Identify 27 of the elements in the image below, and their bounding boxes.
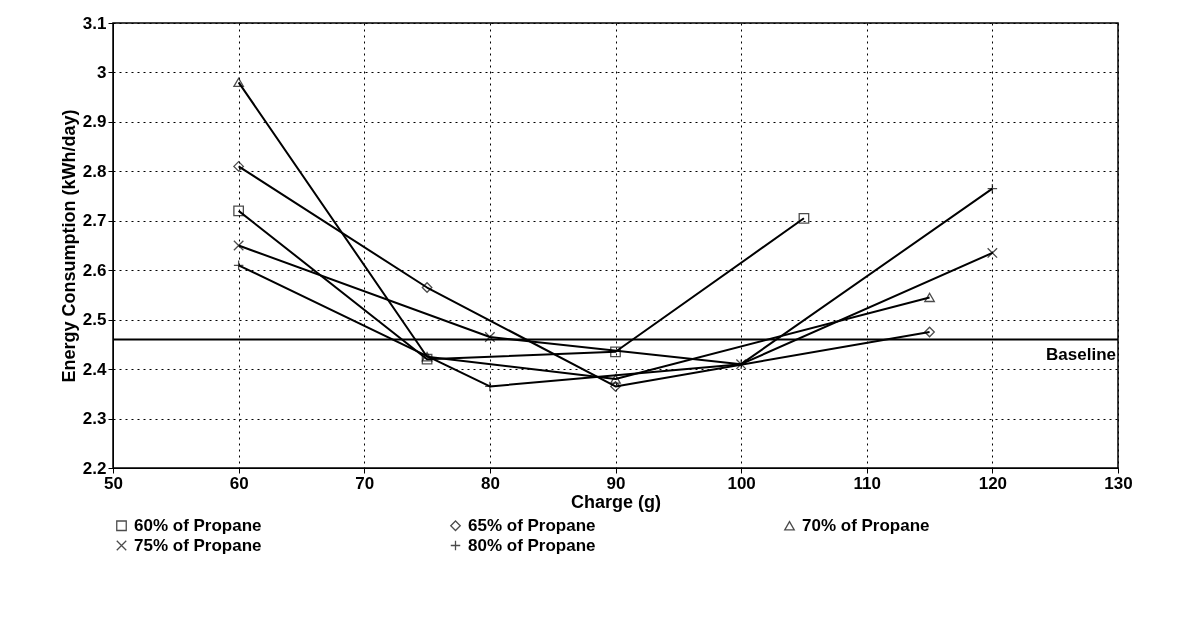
legend-label: 75% of Propane <box>134 535 262 555</box>
y-axis-title: Energy Consumption (kWh/day) <box>58 109 79 383</box>
x-tick-label: 120 <box>978 473 1008 493</box>
y-tick-label: 2.6 <box>82 260 107 280</box>
ref-line-label: Baseline <box>1046 345 1116 365</box>
y-tick-label: 2.8 <box>82 161 107 181</box>
x-tick-label: 130 <box>1104 473 1133 493</box>
y-tick-label: 2.5 <box>82 310 107 330</box>
y-tick-label: 2.7 <box>82 211 107 231</box>
legend-label: 80% of Propane <box>468 535 596 555</box>
x-tick-label: 60 <box>229 473 249 493</box>
x-axis-title: Charge (g) <box>571 491 662 512</box>
y-tick-label: 2.2 <box>82 458 107 478</box>
y-tick-label: 3.1 <box>82 13 107 33</box>
x-tick-label: 70 <box>355 473 375 493</box>
x-tick-label: 90 <box>606 473 626 493</box>
legend-label: 60% of Propane <box>134 515 262 535</box>
x-tick-label: 110 <box>853 473 881 493</box>
legend-label: 65% of Propane <box>468 515 596 535</box>
y-tick-label: 2.4 <box>82 359 108 379</box>
legend-label: 70% of Propane <box>802 515 930 535</box>
y-tick-label: 2.3 <box>82 409 107 429</box>
y-tick-label: 3 <box>97 62 107 82</box>
x-tick-label: 50 <box>104 473 123 493</box>
y-tick-label: 2.9 <box>82 112 107 132</box>
x-tick-label: 100 <box>727 473 756 493</box>
x-tick-label: 80 <box>480 473 500 493</box>
